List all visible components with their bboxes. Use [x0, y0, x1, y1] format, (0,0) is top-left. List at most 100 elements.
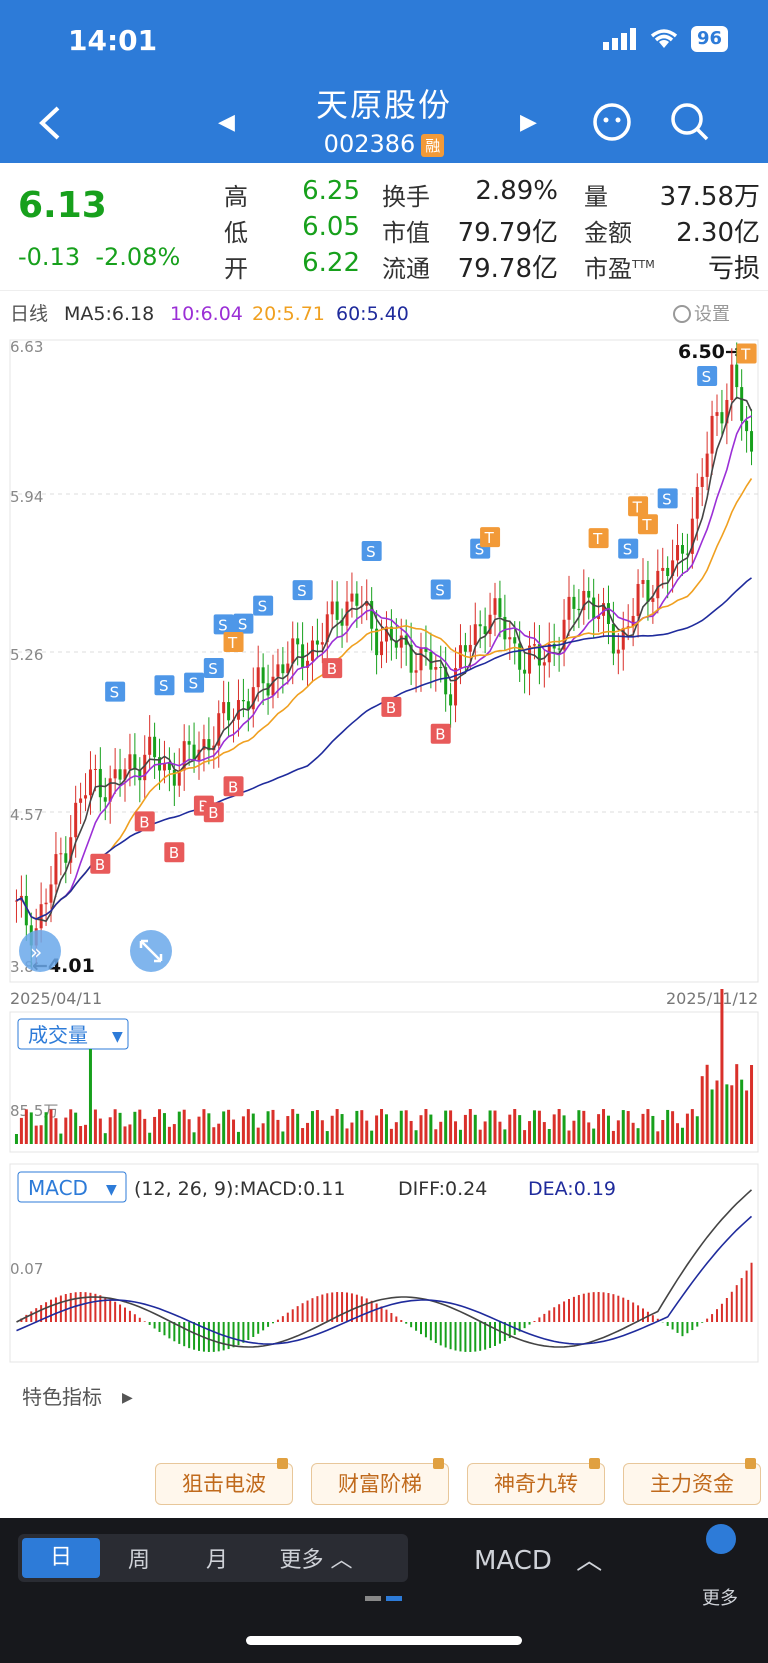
settings-link[interactable]: 设置 — [694, 304, 730, 325]
dropdown-icon[interactable]: ▼ — [106, 1182, 117, 1198]
volume-bar — [513, 1109, 517, 1144]
B-marker[interactable] — [164, 842, 185, 863]
B-marker[interactable] — [322, 658, 343, 679]
volume-selector-label[interactable]: 成交量 — [28, 1023, 88, 1047]
macd-selector-label[interactable]: MACD — [28, 1176, 88, 1200]
feature-main-funds[interactable]: 主力资金 — [623, 1458, 761, 1505]
volume-bar — [552, 1114, 556, 1144]
period-day[interactable]: 日 — [22, 1538, 100, 1578]
T-marker[interactable] — [223, 632, 244, 653]
S-marker[interactable] — [292, 580, 313, 601]
T-marker[interactable] — [480, 527, 501, 548]
more-avatar-icon[interactable] — [706, 1524, 736, 1554]
volume-bar — [700, 1076, 704, 1144]
macd-bar — [242, 1322, 245, 1343]
B-marker-label: B — [327, 660, 337, 678]
B-marker[interactable] — [90, 853, 111, 874]
macd-bar — [632, 1302, 635, 1322]
T-marker[interactable] — [628, 496, 649, 517]
macd-bar — [163, 1322, 166, 1336]
volume-bar — [306, 1122, 310, 1144]
macd-bar — [114, 1301, 117, 1322]
period-more[interactable]: 更多 ︿ — [279, 1548, 353, 1573]
S-marker[interactable] — [213, 614, 234, 635]
S-marker[interactable] — [361, 541, 382, 562]
B-marker[interactable] — [381, 696, 402, 717]
volume-bar — [325, 1131, 329, 1144]
candle-body — [133, 754, 137, 770]
volume-bar — [192, 1132, 196, 1144]
volume-bar — [19, 1117, 23, 1144]
volume-selector[interactable] — [17, 1018, 129, 1050]
volume-bar — [740, 1079, 744, 1144]
feature-sniper[interactable]: 狙击电波 — [155, 1458, 293, 1505]
prev-stock-icon[interactable]: ◀ — [218, 110, 235, 135]
candle-body — [513, 637, 517, 644]
B-marker-label: B — [228, 778, 238, 796]
volume-bar — [340, 1114, 344, 1144]
candle-body — [266, 683, 270, 696]
S-marker[interactable] — [184, 672, 205, 693]
S-marker[interactable] — [154, 675, 175, 696]
expand-icon[interactable] — [139, 939, 163, 963]
macd-bar — [109, 1299, 112, 1322]
volume-bar — [404, 1110, 408, 1144]
B-marker[interactable] — [134, 811, 155, 832]
macd-bar — [454, 1322, 457, 1351]
macd-bar — [415, 1322, 418, 1331]
T-marker[interactable] — [637, 514, 658, 535]
S-marker-label: S — [662, 490, 672, 508]
B-marker[interactable] — [430, 723, 451, 744]
period-month[interactable]: 月 — [205, 1548, 228, 1573]
feature-wealth-ladder[interactable]: 财富阶梯 — [311, 1458, 449, 1505]
S-marker[interactable] — [697, 365, 718, 386]
candle-body — [389, 626, 393, 641]
next-stock-icon[interactable]: ▶ — [520, 110, 537, 135]
candle-body — [394, 640, 398, 648]
volume-bar — [24, 1109, 28, 1144]
gear-icon[interactable] — [673, 305, 691, 323]
T-marker[interactable] — [736, 343, 757, 364]
S-marker[interactable] — [105, 681, 126, 702]
candle-body — [503, 616, 507, 640]
kline-chart[interactable]: 日线 MA5:6.18 10:6.04 20:5.71 60:5.40 设置 6… — [0, 292, 768, 1452]
candle-body — [14, 900, 18, 902]
more-button[interactable]: 更多 — [702, 1588, 738, 1609]
macd-selector[interactable] — [17, 1171, 127, 1203]
macd-dea: DEA:0.19 — [528, 1178, 616, 1200]
macd-bar — [311, 1298, 314, 1322]
B-marker[interactable] — [223, 776, 244, 797]
candle-body — [296, 638, 300, 645]
volume-bar — [473, 1114, 477, 1144]
S-marker[interactable] — [233, 613, 254, 634]
S-marker[interactable] — [253, 595, 274, 616]
macd-bar — [582, 1293, 585, 1322]
candle-body — [59, 853, 63, 855]
S-marker[interactable] — [618, 538, 639, 559]
S-marker[interactable] — [203, 657, 224, 678]
chevron-up-icon[interactable]: ︿ — [576, 1546, 603, 1576]
candle-body — [700, 476, 704, 487]
S-marker[interactable] — [657, 488, 678, 509]
label-open: 开 — [224, 255, 248, 283]
indicator-selector[interactable]: MACD ︿ — [474, 1546, 603, 1576]
candle-body — [685, 553, 689, 555]
B-marker[interactable] — [203, 802, 224, 823]
volume-bar — [162, 1113, 166, 1144]
period-week[interactable]: 周 — [127, 1548, 150, 1573]
macd-bar — [656, 1318, 659, 1322]
T-marker[interactable] — [588, 528, 609, 549]
chat-icon[interactable] — [590, 100, 634, 144]
T-marker-label: T — [641, 516, 652, 534]
S-marker[interactable] — [430, 579, 451, 600]
scroll-left-button[interactable] — [19, 930, 61, 972]
volume-bar — [370, 1130, 374, 1144]
feature-magic-nine[interactable]: 神奇九转 — [467, 1458, 605, 1505]
search-icon[interactable] — [668, 100, 712, 144]
double-chevron-icon[interactable]: » — [30, 940, 42, 964]
chevron-up-icon[interactable]: ︿ — [330, 1548, 353, 1573]
volume-bar — [641, 1113, 645, 1144]
dropdown-icon[interactable]: ▼ — [112, 1029, 123, 1045]
volume-bar — [296, 1113, 300, 1144]
back-button[interactable] — [30, 98, 70, 148]
